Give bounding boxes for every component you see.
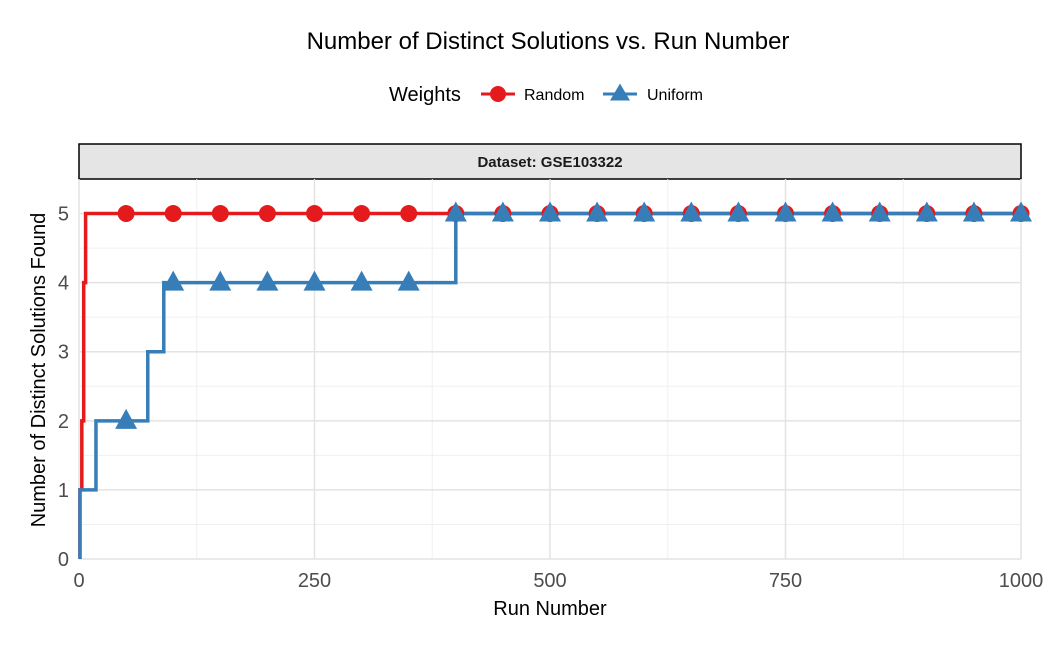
marker-layer [115, 201, 1032, 429]
point-uniform [350, 270, 373, 291]
point-uniform [680, 201, 703, 222]
series-line-uniform [78, 211, 1021, 559]
legend-marker-uniform [610, 83, 630, 101]
x-tick-label: 500 [533, 570, 566, 592]
y-tick-label: 5 [58, 204, 69, 226]
point-random [400, 205, 418, 223]
point-uniform [868, 201, 891, 222]
point-uniform [633, 201, 656, 222]
series-layer [78, 211, 1021, 559]
point-random [211, 205, 229, 223]
legend-label-random: Random [524, 87, 584, 104]
y-axis-title: Number of Distinct Solutions Found [28, 213, 50, 528]
point-uniform [491, 201, 514, 222]
point-uniform [962, 201, 985, 222]
point-uniform [162, 270, 185, 291]
legend-label-uniform: Uniform [647, 87, 703, 104]
x-tick-label: 1000 [999, 570, 1044, 592]
point-uniform [115, 408, 138, 429]
point-uniform [774, 201, 797, 222]
y-tick-label: 1 [58, 480, 69, 502]
point-uniform [209, 270, 232, 291]
y-tick-label: 3 [58, 342, 69, 364]
point-uniform [256, 270, 279, 291]
legend-key-random: Random [481, 86, 584, 104]
legend: Weights Random Uniform [389, 83, 703, 106]
facet-strip-label: Dataset: GSE103322 [477, 154, 622, 171]
x-tick-label: 250 [298, 570, 331, 592]
y-tick-label: 2 [58, 411, 69, 433]
point-uniform [539, 201, 561, 222]
point-random [353, 205, 371, 223]
point-random [306, 205, 323, 223]
chart-title: Number of Distinct Solutions vs. Run Num… [307, 28, 790, 55]
x-axis-title: Run Number [493, 598, 607, 620]
point-uniform [397, 270, 420, 291]
grid [78, 179, 1022, 560]
y-tick-label: 0 [58, 549, 69, 571]
x-tick-label: 0 [73, 570, 84, 592]
point-uniform [915, 201, 938, 222]
x-tick-label: 750 [769, 570, 802, 592]
y-tick-label: 4 [58, 273, 69, 295]
point-uniform [1010, 201, 1032, 222]
point-uniform [303, 270, 326, 291]
legend-marker-random [490, 86, 506, 102]
legend-key-uniform: Uniform [603, 83, 703, 104]
point-uniform [727, 201, 750, 222]
facet-strip-box [78, 143, 1022, 180]
point-random [117, 205, 135, 223]
facet-strip: Dataset: GSE103322 [78, 143, 1022, 180]
point-random [164, 205, 182, 223]
point-uniform [821, 201, 844, 222]
axis-ticks: 0 250 500 750 1000 0 1 2 3 4 5 [58, 204, 1043, 592]
legend-title: Weights [389, 84, 461, 106]
point-uniform [444, 201, 467, 222]
point-random [258, 205, 276, 223]
point-uniform [586, 201, 609, 222]
